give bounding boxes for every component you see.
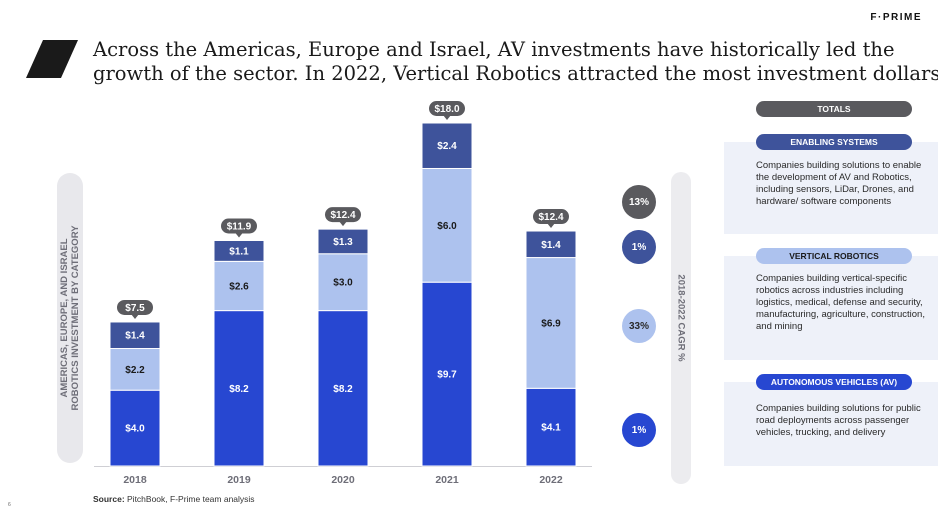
total-tag-bg — [429, 101, 465, 117]
y-axis-pill — [57, 173, 83, 463]
bar-value-label: $2.4 — [437, 141, 457, 152]
bar-segment-2022-2 — [525, 230, 577, 259]
source-label: Source: — [93, 494, 125, 504]
bar-segment-2018-2 — [109, 321, 161, 350]
bar-segment-2018-1 — [109, 348, 161, 391]
autonomous-vehicles-pill: AUTONOMOUS VEHICLES (AV) — [756, 374, 912, 390]
total-tag-bg — [325, 207, 361, 223]
total-tag-pointer — [339, 221, 347, 227]
total-tag-pointer — [235, 232, 243, 238]
brand-logo: F·PRIME — [870, 12, 922, 23]
vertical-robotics-pill: VERTICAL ROBOTICS — [756, 248, 912, 264]
bar-segment-2020-1 — [317, 253, 369, 312]
total-tag-bg — [117, 299, 153, 315]
cagr-axis-label: 2018-2022 CAGR % — [675, 274, 687, 362]
bar-segment-2021-0 — [421, 281, 473, 467]
bar-value-label: $6.0 — [437, 221, 457, 232]
total-tag-pointer — [131, 313, 139, 319]
cagr-total: 13% — [622, 185, 656, 219]
enabling-systems-description: Companies building solutions to enable t… — [756, 160, 922, 207]
bar-value-label: $2.6 — [229, 281, 249, 292]
enabling-systems-box — [724, 142, 938, 234]
autonomous-vehicles-description: Companies building solutions for public … — [756, 403, 921, 438]
bar-value-label: $9.7 — [437, 370, 457, 381]
vertical-robotics-box — [724, 256, 938, 360]
cagr-vertical-robotics: 33% — [622, 309, 656, 343]
bar-segment-2021-2 — [421, 122, 473, 169]
title-line-2: growth of the sector. In 2022, Vertical … — [93, 62, 938, 85]
enabling-systems-pill: ENABLING SYSTEMS — [756, 134, 912, 150]
bar-value-label: $1.4 — [125, 331, 145, 342]
cagr-axis-pill — [671, 172, 691, 484]
total-label: $18.0 — [434, 104, 459, 115]
x-tick-label: 2021 — [435, 474, 459, 486]
total-label: $12.4 — [538, 212, 563, 223]
bar-segment-2020-0 — [317, 310, 369, 467]
bar-segment-2022-1 — [525, 257, 577, 389]
bar-value-label: $8.2 — [229, 384, 249, 395]
bar-segment-2018-0 — [109, 389, 161, 467]
bar-value-label: $3.0 — [333, 278, 353, 289]
x-tick-label: 2020 — [331, 474, 355, 486]
x-tick-label: 2019 — [227, 474, 251, 486]
slash-logo-icon — [26, 40, 78, 78]
total-label: $7.5 — [125, 303, 145, 314]
page-title: Across the Americas, Europe and Israel, … — [93, 38, 938, 86]
bar-value-label: $1.1 — [229, 246, 249, 257]
autonomous-vehicles-box — [724, 382, 938, 466]
totals-header: TOTALS — [756, 101, 912, 117]
bar-value-label: $1.3 — [333, 237, 353, 248]
source-note: Source: PitchBook, F-Prime team analysis — [93, 494, 255, 504]
x-tick-label: 2018 — [123, 474, 147, 486]
bar-value-label: $4.0 — [125, 424, 145, 435]
bar-value-label: $6.9 — [541, 318, 561, 329]
cagr-enabling-systems: 1% — [622, 230, 656, 264]
bar-value-label: $4.1 — [541, 423, 561, 434]
source-text: PitchBook, F-Prime team analysis — [124, 494, 255, 504]
total-label: $12.4 — [330, 210, 355, 221]
total-tag-bg — [533, 209, 569, 225]
bar-value-label: $8.2 — [333, 384, 353, 395]
bar-value-label: $2.2 — [125, 365, 145, 376]
bar-segment-2019-2 — [213, 239, 265, 262]
total-tag-bg — [221, 218, 257, 234]
cagr-autonomous-vehicles: 1% — [622, 413, 656, 447]
bar-segment-2019-0 — [213, 310, 265, 467]
x-tick-label: 2022 — [539, 474, 563, 486]
title-line-1: Across the Americas, Europe and Israel, … — [93, 38, 895, 61]
bar-segment-2020-2 — [317, 228, 369, 255]
page-number: 6 — [8, 502, 11, 508]
bar-value-label: $1.4 — [541, 240, 561, 251]
total-tag-pointer — [443, 115, 451, 121]
total-label: $11.9 — [227, 221, 252, 232]
total-tag-pointer — [547, 223, 555, 229]
bar-segment-2022-0 — [525, 387, 577, 467]
vertical-robotics-description: Companies building vertical-specific rob… — [756, 273, 925, 332]
